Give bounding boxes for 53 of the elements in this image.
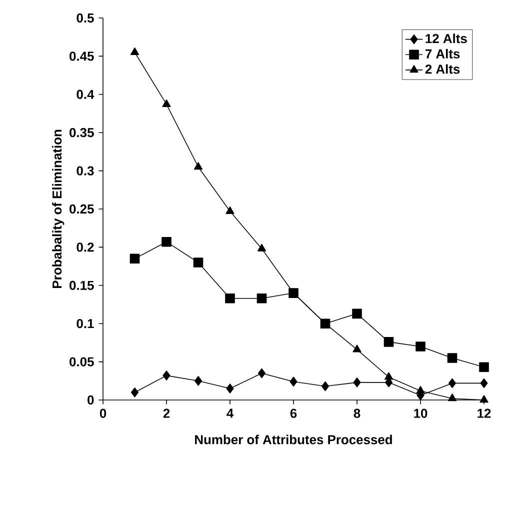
- point: [258, 368, 266, 378]
- point: [416, 386, 425, 394]
- point: [194, 376, 202, 386]
- legend-label: 12 Alts: [426, 34, 467, 44]
- x-tick-label: 12: [478, 408, 491, 418]
- y-tick-label: 0.1: [76, 319, 94, 328]
- x-tick-label: 0: [100, 408, 106, 418]
- legend-label: 2 Alts: [425, 64, 460, 74]
- point: [226, 384, 234, 394]
- y-tick-label: 0.45: [70, 52, 94, 61]
- point: [130, 387, 139, 398]
- point: [480, 395, 488, 403]
- y-tick-label: 0.3: [76, 166, 94, 176]
- y-tick-label: 0.25: [70, 204, 94, 214]
- y-axis-title: Probabality of Elimination: [52, 130, 64, 288]
- point: [384, 372, 394, 380]
- point: [480, 378, 488, 388]
- point: [448, 378, 456, 388]
- y-tick-label: 0.35: [70, 128, 94, 138]
- x-tick-label: 2: [163, 408, 170, 418]
- point: [448, 394, 457, 402]
- x-tick-label: 4: [226, 408, 234, 418]
- point: [130, 47, 140, 56]
- y-tick-label: 0.2: [76, 242, 94, 252]
- point: [353, 378, 361, 388]
- point: [321, 381, 330, 392]
- point: [290, 376, 298, 387]
- x-tick-label: 10: [414, 408, 428, 418]
- point: [226, 206, 234, 214]
- point: [256, 293, 267, 304]
- point: [352, 308, 362, 319]
- y-tick-label: 0.05: [70, 357, 94, 366]
- point: [352, 344, 362, 352]
- point: [447, 353, 458, 363]
- point: [130, 254, 140, 264]
- x-tick-label: 6: [290, 408, 297, 418]
- point: [257, 244, 266, 252]
- point: [416, 342, 426, 352]
- y-tick-label: 0: [88, 395, 94, 405]
- point: [162, 370, 170, 380]
- point: [479, 362, 489, 372]
- x-tick-label: 8: [354, 408, 360, 418]
- point: [193, 258, 204, 268]
- point: [162, 236, 172, 247]
- point: [384, 337, 394, 347]
- legend-label: 7 Alts: [425, 48, 460, 58]
- point: [225, 293, 235, 304]
- y-tick-label: 0.4: [76, 90, 94, 99]
- x-axis-title: Number of Attributes Processed: [195, 434, 392, 444]
- point: [194, 162, 203, 170]
- y-tick-label: 0.5: [76, 13, 94, 23]
- point: [162, 99, 171, 107]
- y-tick-label: 0.15: [70, 280, 94, 290]
